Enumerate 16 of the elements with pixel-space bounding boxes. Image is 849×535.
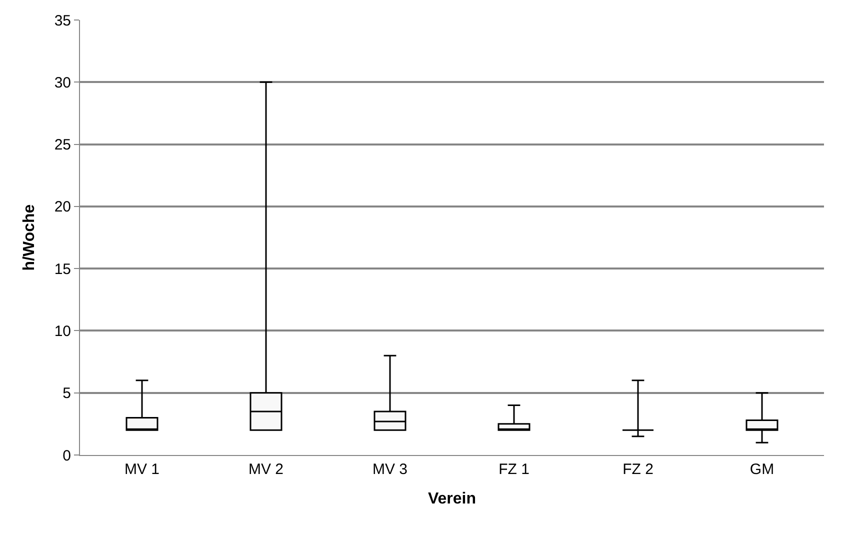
x-tick-label: FZ 1 [498, 461, 530, 478]
x-tick-label: GM [750, 461, 774, 478]
x-tick-label: MV 1 [124, 461, 160, 478]
y-tick-label: 0 [62, 447, 71, 464]
y-tick-label: 30 [54, 74, 71, 92]
y-tick-label: 15 [54, 260, 71, 278]
y-tick-label: 10 [54, 322, 71, 340]
y-axis-title: h/Woche [21, 204, 38, 271]
x-tick-label: MV 2 [248, 461, 284, 478]
x-axis-title: Verein [428, 490, 476, 508]
y-tick-label: 25 [54, 136, 71, 154]
x-tick-label: MV 3 [372, 461, 408, 478]
y-tick-label: 35 [54, 12, 71, 30]
y-tick-label: 20 [54, 198, 71, 216]
x-tick-label: FZ 2 [622, 461, 654, 478]
y-tick-label: 5 [62, 385, 71, 402]
